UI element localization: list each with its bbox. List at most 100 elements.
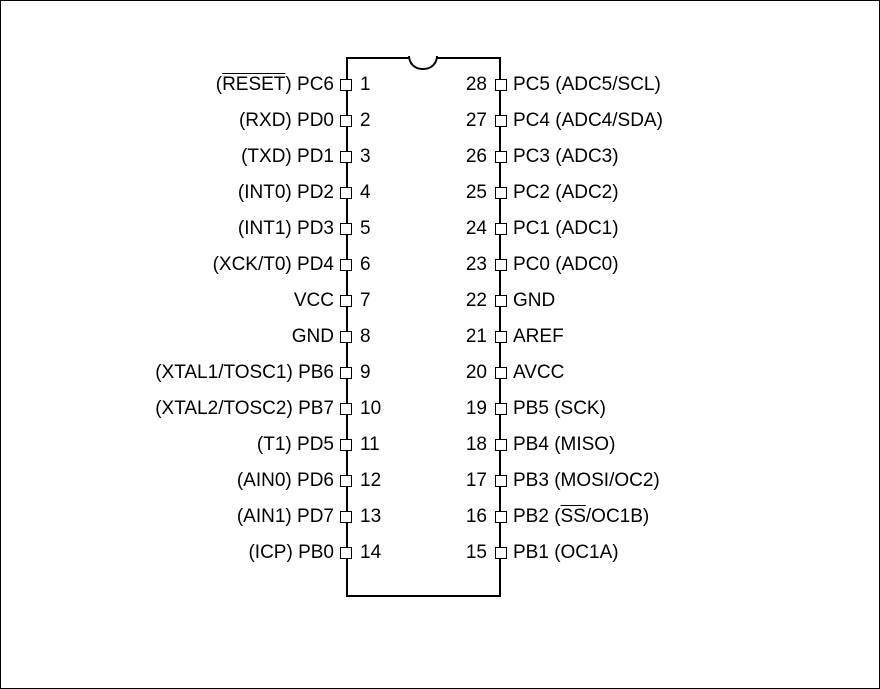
pin-marker xyxy=(340,511,352,523)
pin-number: 14 xyxy=(360,542,388,564)
pin-27: 27PC4 (ADC4/SDA) xyxy=(459,111,879,131)
pin-label: PB4 (MISO) xyxy=(513,434,615,456)
pin-12: (AIN0) PD612 xyxy=(1,471,388,491)
pin-label: GND xyxy=(513,290,555,312)
pin-3: (TXD) PD1 3 xyxy=(1,147,388,167)
pin-number: 8 xyxy=(360,326,388,348)
pin-marker xyxy=(340,151,352,163)
pin-number: 17 xyxy=(459,470,487,492)
pin-number: 11 xyxy=(360,434,388,456)
pin-20: 20 AVCC xyxy=(459,363,879,383)
pin-marker xyxy=(495,475,507,487)
pin-number: 26 xyxy=(459,146,487,168)
pin-label: (AIN1) PD7 xyxy=(237,506,334,528)
pin-label: (INT0) PD2 xyxy=(238,182,334,204)
pin-label: (XTAL2/TOSC2) PB7 xyxy=(155,398,334,420)
pin-label: (T1) PD5 xyxy=(257,434,334,456)
pin-label: PC1 (ADC1) xyxy=(513,218,619,240)
pin-marker xyxy=(495,79,507,91)
pin-label: VCC xyxy=(294,290,334,312)
pin-number: 10 xyxy=(360,398,388,420)
pin-21: 21 AREF xyxy=(459,327,879,347)
pin-number: 16 xyxy=(459,506,487,528)
pin-label: PC3 (ADC3) xyxy=(513,146,619,168)
pin-marker xyxy=(495,295,507,307)
pin-label: PC5 (ADC5/SCL) xyxy=(513,74,661,96)
pin-marker xyxy=(495,187,507,199)
pin-28: 28 PC5 (ADC5/SCL) xyxy=(459,75,879,95)
pin-marker xyxy=(340,79,352,91)
pin-25: 25 PC2 (ADC2) xyxy=(459,183,879,203)
pin-number: 9 xyxy=(360,362,388,384)
pin-label: PC0 (ADC0) xyxy=(513,254,619,276)
pin-label: AREF xyxy=(513,326,564,348)
pin-number: 28 xyxy=(459,74,487,96)
pin-number: 12 xyxy=(360,470,388,492)
pin-marker xyxy=(495,223,507,235)
pin-9: (XTAL1/TOSC1) PB6 9 xyxy=(1,363,388,383)
pin-number: 4 xyxy=(360,182,388,204)
pin-marker xyxy=(340,475,352,487)
pin-number: 6 xyxy=(360,254,388,276)
pin-19: 19PB5 (SCK) xyxy=(459,399,879,419)
pin-13: (AIN1) PD713 xyxy=(1,507,388,527)
pin-24: 24 PC1 (ADC1) xyxy=(459,219,879,239)
pin-10: (XTAL2/TOSC2) PB7 10 xyxy=(1,399,388,419)
pin-label: PB3 (MOSI/OC2) xyxy=(513,470,660,492)
pin-label: PB2 (SS/OC1B) xyxy=(513,506,649,528)
pin-marker xyxy=(340,439,352,451)
pin-label: PB1 (OC1A) xyxy=(513,542,619,564)
pin-marker xyxy=(340,367,352,379)
pin-15: 15PB1 (OC1A) xyxy=(459,543,879,563)
pin-8: GND 8 xyxy=(1,327,388,347)
pin-label: (TXD) PD1 xyxy=(241,146,334,168)
pin-label: GND xyxy=(292,326,334,348)
pin-number: 25 xyxy=(459,182,487,204)
pin-number: 23 xyxy=(459,254,487,276)
pin-1: (RESET) PC6 1 xyxy=(1,75,388,95)
pin-4: (INT0) PD2 4 xyxy=(1,183,388,203)
pin-marker xyxy=(340,259,352,271)
pin-marker xyxy=(495,547,507,559)
pin-marker xyxy=(495,403,507,415)
pin-26: 26 PC3 (ADC3) xyxy=(459,147,879,167)
pin-marker xyxy=(340,115,352,127)
pin-number: 22 xyxy=(459,290,487,312)
pin-label: (XTAL1/TOSC1) PB6 xyxy=(155,362,334,384)
pin-22: 22 GND xyxy=(459,291,879,311)
pin-number: 27 xyxy=(459,110,487,132)
pin-marker xyxy=(495,367,507,379)
pin-label: (RESET) PC6 xyxy=(216,74,334,96)
pin-number: 19 xyxy=(459,398,487,420)
pin-label: AVCC xyxy=(513,362,564,384)
pin-number: 20 xyxy=(459,362,487,384)
pin-23: 23 PC0 (ADC0) xyxy=(459,255,879,275)
pin-6: (XCK/T0) PD46 xyxy=(1,255,388,275)
pin-number: 18 xyxy=(459,434,487,456)
pin-number: 1 xyxy=(360,74,388,96)
pin-marker xyxy=(340,547,352,559)
pin-number: 7 xyxy=(360,290,388,312)
pin-marker xyxy=(495,439,507,451)
pin-number: 2 xyxy=(360,110,388,132)
pin-label: (RXD) PD0 xyxy=(239,110,334,132)
pin-7: VCC 7 xyxy=(1,291,388,311)
pin-marker xyxy=(340,295,352,307)
pin-number: 21 xyxy=(459,326,487,348)
pin-marker xyxy=(495,511,507,523)
pin-2: (RXD) PD0 2 xyxy=(1,111,388,131)
pin-5: (INT1) PD35 xyxy=(1,219,388,239)
pin-18: 18 PB4 (MISO) xyxy=(459,435,879,455)
pin-marker xyxy=(495,259,507,271)
pin-16: 16 PB2 (SS/OC1B) xyxy=(459,507,879,527)
pin-11: (T1) PD5 11 xyxy=(1,435,388,455)
pin-marker xyxy=(495,115,507,127)
pin-marker xyxy=(340,331,352,343)
pin-marker xyxy=(340,187,352,199)
pin-17: 17 PB3 (MOSI/OC2) xyxy=(459,471,879,491)
pin-marker xyxy=(340,403,352,415)
pin-number: 24 xyxy=(459,218,487,240)
pin-number: 3 xyxy=(360,146,388,168)
pin-label: PC2 (ADC2) xyxy=(513,182,619,204)
pin-label: (INT1) PD3 xyxy=(238,218,334,240)
